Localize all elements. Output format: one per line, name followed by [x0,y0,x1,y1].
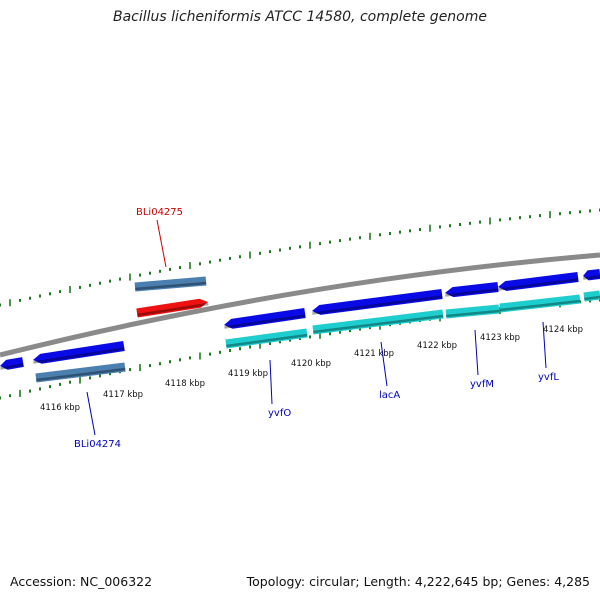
gene-yvfm-upper [445,282,499,298]
gene-yvfo-lower-body [225,328,308,349]
gene-bli04275-inner-body [136,298,209,318]
gene-label-laca: lacA [379,390,400,401]
gene-bli04274-upper-body [33,341,125,364]
scale-label-4116: 4116 kbp [40,403,80,413]
gene-bli04274-lower [35,362,126,383]
gene-bli04274-lower-body [35,362,126,383]
gene-edge-right-lower [583,290,600,302]
scale-label-4121: 4121 kbp [354,349,394,359]
gene-yvfm-lower-body [445,304,500,319]
scale-label-4117: 4117 kbp [103,390,143,400]
scale-label-4122: 4122 kbp [417,341,457,351]
scale-label-4118: 4118 kbp [165,379,205,389]
scale-label-4119: 4119 kbp [228,369,268,379]
scale-label-4120: 4120 kbp [291,359,331,369]
gene-edge-right-upper [583,269,600,281]
gene-bli04275-outer-body [134,276,207,292]
gene-edge-right-lower-body [583,290,600,302]
leader-yvfm [474,329,479,376]
scale-label-4124: 4124 kbp [543,325,583,335]
gene-label-bli04274: BLi04274 [74,439,121,450]
gene-yvfm-upper-body [445,282,499,298]
gene-label-yvfm: yvfM [470,379,494,390]
gene-labels: BLi04275 BLi04274 yvfO lacA yvfM yvfL [74,207,559,450]
gene-yvfm-lower [445,304,500,319]
topology-text: Topology: circular; Length: 4,222,645 bp… [246,574,590,589]
figure-title: Bacillus licheniformis ATCC 14580, compl… [113,9,487,25]
gene-yvfo-lower [225,328,308,349]
leader-yvfl [542,321,547,369]
gene-yvfl-lower-body [499,294,581,313]
accession-text: Accession: NC_006322 [10,574,153,589]
outer-scale-ticks [0,208,600,307]
genome-backbone [0,252,600,358]
gene-yvfo-upper-shade [224,314,306,329]
gene-laca-lower-body [312,309,444,335]
gene-label-yvfl: yvfL [538,372,559,383]
leader-bli04275 [156,219,167,268]
gene-yvfl-upper-body [498,272,579,291]
gene-laca-upper-body [312,289,443,315]
gene-bli04275-inner-shade [137,302,209,317]
gene-edge-right-lower-shade [584,295,600,301]
gene-yvfm-lower-shade [446,309,500,318]
gene-bli04275-outer [134,276,207,292]
gene-edge-right-upper-body [583,269,600,281]
gene-yvfl-upper-shade [498,278,579,291]
scale-labels: 4116 kbp 4117 kbp 4118 kbp 4119 kbp 4120… [40,325,583,413]
leader-yvfo [269,359,273,405]
gene-laca-upper [312,289,443,315]
gene-bli04274-upper [33,341,125,364]
gene-label-yvfo: yvfO [268,408,291,419]
gene-yvfo-upper [224,308,306,329]
leader-bli04274 [86,391,96,436]
gene-label-bli04275: BLi04275 [136,207,183,218]
gene-bli04275-inner [136,298,209,318]
gene-edge-right-upper-shade [583,275,600,280]
gene-yvfo-lower-shade [226,333,308,348]
gene-laca-upper-shade [312,295,443,315]
gene-edge-left-body [0,357,24,370]
gene-yvfo-upper-body [224,308,306,329]
gene-yvfm-upper-shade [445,288,499,297]
gene-label-leaders [86,219,547,436]
gene-yvfl-lower-shade [500,299,581,312]
gene-edge-left [0,357,24,370]
gene-yvfl-lower [499,294,581,313]
gene-bli04274-upper-shade [33,347,125,364]
leader-laca [380,341,388,387]
gene-yvfl-upper [498,272,579,291]
gene-features [0,269,600,383]
gene-bli04274-lower-shade [36,367,126,382]
gene-laca-lower [312,309,444,335]
scale-label-4123: 4123 kbp [480,333,520,343]
gene-edge-left-shade [0,363,24,370]
gene-bli04275-outer-shade [135,281,207,291]
gene-laca-lower-shade [313,314,444,334]
